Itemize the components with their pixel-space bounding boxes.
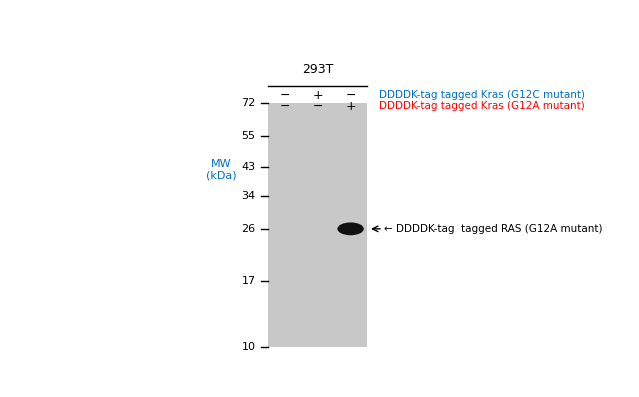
Text: −: − <box>345 89 356 102</box>
Text: 72: 72 <box>242 98 256 108</box>
Text: −: − <box>279 89 290 102</box>
Text: 26: 26 <box>242 224 256 234</box>
FancyBboxPatch shape <box>268 103 367 347</box>
Text: 17: 17 <box>242 276 256 287</box>
Text: 55: 55 <box>242 131 256 141</box>
Text: ← DDDDK-tag  tagged RAS (G12A mutant): ← DDDDK-tag tagged RAS (G12A mutant) <box>385 224 603 234</box>
Text: 10: 10 <box>242 342 256 352</box>
Text: −: − <box>312 100 323 113</box>
Text: 43: 43 <box>242 162 256 172</box>
Text: +: + <box>312 89 323 102</box>
Text: 293T: 293T <box>302 63 334 75</box>
Text: DDDDK-tag tagged Kras (G12C mutant): DDDDK-tag tagged Kras (G12C mutant) <box>380 90 585 100</box>
Text: MW
(kDa): MW (kDa) <box>206 159 236 181</box>
Text: −: − <box>279 100 290 113</box>
Text: DDDDK-tag tagged Kras (G12A mutant): DDDDK-tag tagged Kras (G12A mutant) <box>380 101 585 111</box>
Text: 34: 34 <box>242 191 256 200</box>
Text: +: + <box>345 100 356 113</box>
Ellipse shape <box>337 222 364 235</box>
